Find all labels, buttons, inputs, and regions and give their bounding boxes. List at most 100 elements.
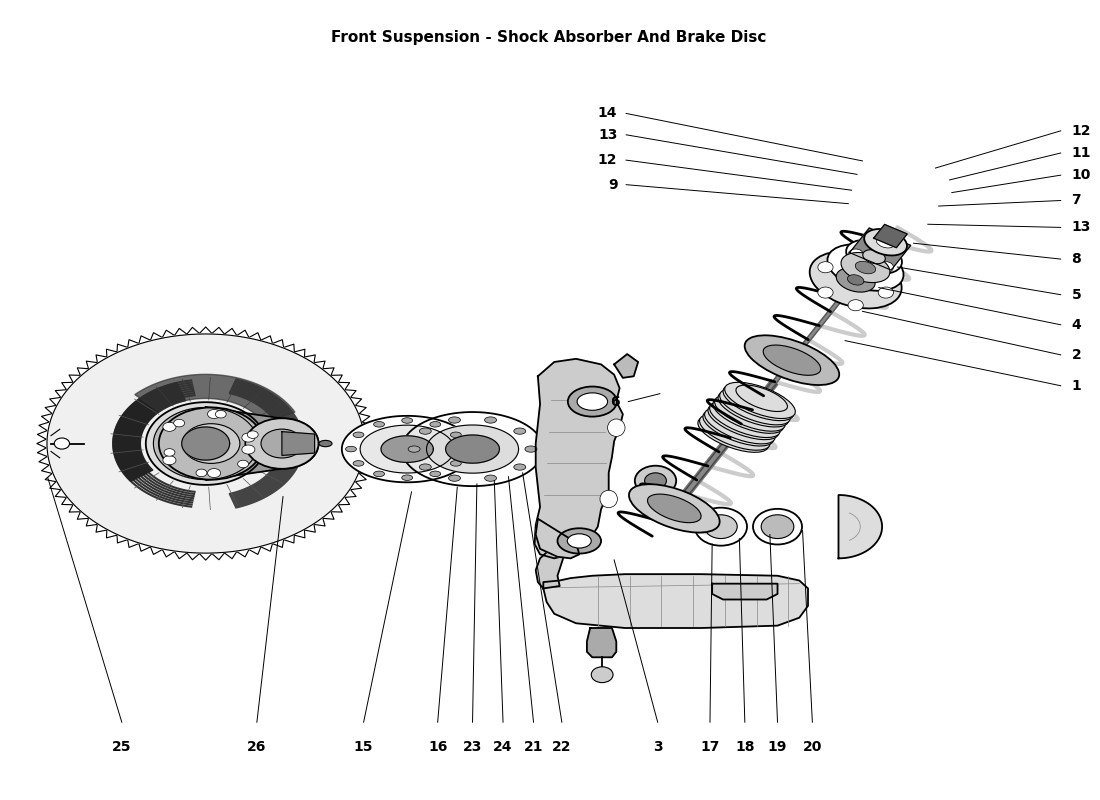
Ellipse shape (723, 384, 794, 421)
Text: 6: 6 (609, 394, 619, 409)
Ellipse shape (600, 490, 617, 508)
Text: 11: 11 (1071, 146, 1091, 160)
Polygon shape (182, 427, 230, 460)
Ellipse shape (718, 390, 789, 427)
Text: 12: 12 (598, 153, 617, 167)
Ellipse shape (402, 418, 412, 423)
Ellipse shape (725, 382, 795, 418)
Text: 16: 16 (428, 741, 448, 754)
Polygon shape (36, 327, 374, 560)
Text: 15: 15 (354, 741, 373, 754)
Ellipse shape (450, 432, 461, 438)
Text: 13: 13 (1071, 221, 1091, 234)
Ellipse shape (514, 428, 526, 434)
Ellipse shape (846, 240, 902, 274)
Text: 8: 8 (1071, 252, 1081, 266)
Ellipse shape (754, 509, 802, 545)
Ellipse shape (450, 461, 461, 466)
Text: 22: 22 (552, 741, 572, 754)
Text: 7: 7 (1071, 194, 1081, 207)
Ellipse shape (713, 397, 783, 434)
Polygon shape (47, 334, 364, 553)
Ellipse shape (208, 410, 221, 418)
Polygon shape (712, 584, 778, 599)
Ellipse shape (245, 418, 319, 469)
Polygon shape (427, 425, 518, 473)
Ellipse shape (715, 395, 785, 431)
Polygon shape (342, 416, 473, 482)
Ellipse shape (183, 424, 240, 463)
Ellipse shape (216, 410, 227, 418)
Ellipse shape (458, 446, 469, 452)
Ellipse shape (164, 449, 175, 456)
Ellipse shape (703, 410, 773, 446)
Text: 1: 1 (1071, 378, 1081, 393)
Ellipse shape (163, 456, 176, 465)
Polygon shape (381, 436, 433, 462)
Ellipse shape (408, 446, 420, 452)
Ellipse shape (856, 262, 876, 274)
Circle shape (848, 249, 864, 260)
Ellipse shape (196, 469, 207, 477)
Polygon shape (153, 407, 258, 480)
Ellipse shape (419, 428, 431, 434)
Ellipse shape (719, 389, 790, 425)
Text: 10: 10 (1071, 168, 1091, 182)
Ellipse shape (847, 274, 864, 285)
Ellipse shape (842, 253, 890, 282)
Circle shape (818, 287, 833, 298)
Text: 17: 17 (701, 741, 719, 754)
Ellipse shape (736, 385, 788, 411)
Polygon shape (229, 460, 299, 508)
Ellipse shape (877, 237, 894, 248)
Ellipse shape (242, 445, 255, 454)
Polygon shape (535, 359, 623, 558)
Ellipse shape (449, 475, 461, 482)
Ellipse shape (697, 416, 769, 452)
Ellipse shape (865, 229, 907, 255)
Ellipse shape (485, 475, 496, 482)
Ellipse shape (711, 417, 762, 443)
Text: 12: 12 (1071, 124, 1091, 138)
Ellipse shape (726, 398, 778, 424)
Text: 13: 13 (598, 128, 617, 142)
Ellipse shape (449, 417, 461, 423)
Polygon shape (146, 402, 265, 485)
Circle shape (878, 287, 893, 298)
Text: 23: 23 (463, 741, 482, 754)
Polygon shape (206, 407, 319, 480)
Text: 2: 2 (1071, 348, 1081, 362)
Ellipse shape (708, 403, 779, 440)
Ellipse shape (763, 345, 821, 375)
Text: 21: 21 (524, 741, 543, 754)
Text: 3: 3 (653, 741, 662, 754)
Ellipse shape (345, 446, 356, 452)
Ellipse shape (635, 466, 676, 496)
Polygon shape (446, 435, 499, 463)
Polygon shape (113, 382, 186, 481)
Ellipse shape (645, 473, 667, 489)
Ellipse shape (485, 417, 496, 423)
Ellipse shape (374, 471, 385, 477)
Ellipse shape (525, 446, 537, 452)
Ellipse shape (827, 244, 903, 290)
Ellipse shape (158, 407, 263, 480)
Ellipse shape (716, 410, 768, 437)
Ellipse shape (705, 408, 776, 444)
Ellipse shape (700, 414, 770, 450)
Polygon shape (543, 574, 808, 628)
Text: 19: 19 (768, 741, 788, 754)
Ellipse shape (648, 494, 701, 522)
Ellipse shape (242, 433, 255, 442)
Ellipse shape (568, 386, 617, 417)
Ellipse shape (353, 461, 364, 466)
Ellipse shape (208, 469, 221, 478)
Ellipse shape (607, 419, 625, 437)
Ellipse shape (706, 423, 757, 450)
Ellipse shape (720, 404, 772, 430)
Polygon shape (135, 374, 295, 423)
Ellipse shape (374, 422, 385, 427)
Circle shape (592, 666, 613, 682)
Text: 20: 20 (803, 741, 822, 754)
Ellipse shape (558, 528, 601, 554)
